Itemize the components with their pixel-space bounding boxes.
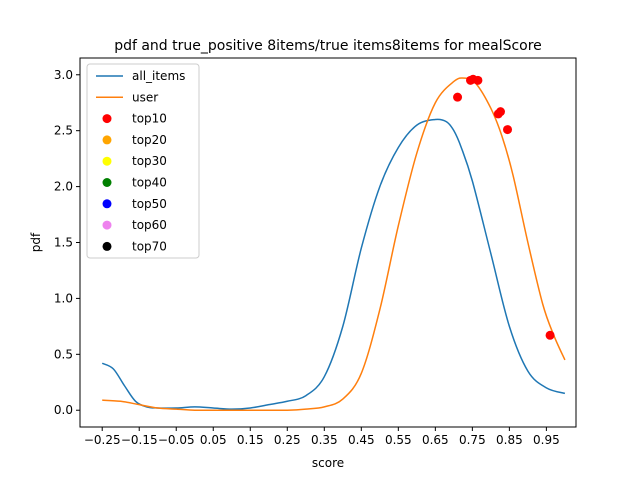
x-tick-label: 0.05 bbox=[200, 433, 227, 447]
y-tick-label: 2.0 bbox=[54, 180, 73, 194]
legend-label: user bbox=[132, 90, 158, 104]
y-tick-label: 3.0 bbox=[54, 68, 73, 82]
y-axis: 0.0 0.5 1.0 1.5 2.0 2.5 3.0 bbox=[54, 68, 80, 417]
x-tick-label: 0.35 bbox=[311, 433, 338, 447]
y-tick-label: 1.0 bbox=[54, 291, 73, 305]
legend-marker-top60 bbox=[102, 220, 112, 230]
x-axis: −0.25 −0.15 −0.05 0.05 0.15 0.25 0.35 0.45 0.55 0… bbox=[84, 427, 560, 447]
series-line-user bbox=[102, 77, 566, 412]
legend-marker-top20 bbox=[102, 135, 112, 145]
legend-marker-top10 bbox=[102, 114, 112, 124]
y-tick-label: 0.0 bbox=[54, 403, 73, 417]
data-point-top10 bbox=[503, 125, 513, 135]
x-tick-label: 0.55 bbox=[385, 433, 412, 447]
legend-label: top40 bbox=[132, 176, 167, 190]
data-point-top10 bbox=[495, 107, 505, 117]
x-tick-label: 0.75 bbox=[459, 433, 486, 447]
data-point-top10 bbox=[545, 330, 555, 340]
plot-area bbox=[101, 74, 566, 412]
x-tick-label: 0.25 bbox=[274, 433, 301, 447]
legend-marker-top40 bbox=[102, 178, 112, 187]
legend-label: all_items bbox=[132, 69, 185, 83]
data-point-top10 bbox=[453, 92, 463, 102]
legend-label: top70 bbox=[132, 239, 167, 253]
legend-marker-top50 bbox=[102, 199, 112, 209]
y-tick-label: 2.5 bbox=[54, 124, 73, 138]
y-axis-label: pdf bbox=[29, 232, 43, 252]
x-tick-label: 0.65 bbox=[422, 433, 449, 447]
legend-marker-top30 bbox=[102, 156, 112, 166]
legend-label: top30 bbox=[132, 154, 167, 168]
data-point-top10 bbox=[473, 75, 483, 85]
chart-title: pdf and true_positive 8items/true items8… bbox=[114, 38, 542, 54]
x-tick-label: 0.95 bbox=[533, 433, 560, 447]
x-tick-label: 0.45 bbox=[348, 433, 375, 447]
x-tick-label: 0.85 bbox=[496, 433, 523, 447]
x-tick-label: 0.15 bbox=[237, 433, 264, 447]
legend-label: top50 bbox=[132, 197, 167, 211]
y-tick-label: 1.5 bbox=[54, 236, 73, 250]
x-tick-label: −0.25 bbox=[84, 433, 121, 447]
y-tick-label: 0.5 bbox=[54, 347, 73, 361]
x-tick-label: −0.15 bbox=[121, 433, 158, 447]
legend-box bbox=[86, 63, 200, 259]
x-tick-label: −0.05 bbox=[158, 433, 195, 447]
legend-marker-top70 bbox=[102, 241, 112, 251]
x-axis-label: score bbox=[312, 456, 344, 470]
legend-label: top60 bbox=[132, 218, 167, 232]
legend-label: top20 bbox=[132, 133, 167, 147]
legend-label: top10 bbox=[132, 112, 167, 126]
